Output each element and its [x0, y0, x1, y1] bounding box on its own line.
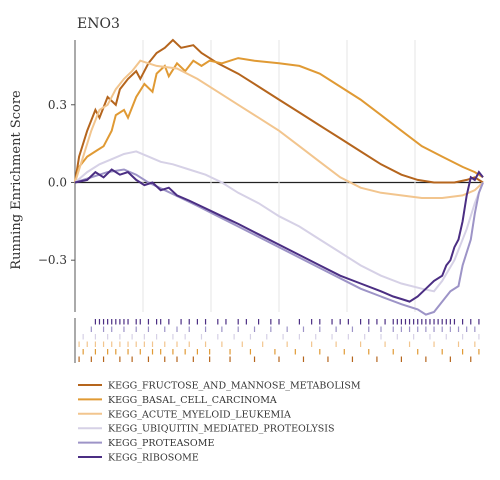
series-line-kegg-fructose-and-mannose-metabolism: [74, 38, 484, 184]
y-tick-label: 0.3: [48, 98, 67, 112]
series-line-kegg-basal-cell-carcinoma: [74, 57, 484, 183]
legend: KEGG_FRUCTOSE_AND_MANNOSE_METABOLISM KEGG…: [78, 381, 361, 464]
series-line-kegg-ubiquitin-mediated-proteolysis: [74, 150, 484, 293]
series-line-kegg-proteasome: [74, 168, 484, 316]
y-tick-label: −0.3: [38, 253, 67, 267]
series-line-kegg-acute-myeloid-leukemia: [74, 59, 484, 199]
legend-label: KEGG_ACUTE_MYELOID_LEUKEMIA: [108, 409, 291, 420]
legend-label: KEGG_PROTEASOME: [108, 438, 214, 449]
legend-label: KEGG_FRUCTOSE_AND_MANNOSE_METABOLISM: [108, 381, 361, 392]
y-axis-label: Running Enrichment Score: [9, 90, 24, 270]
y-tick-label: 0.0: [48, 175, 67, 189]
legend-label: KEGG_UBIQUITIN_MEDIATED_PROTEOLYSIS: [108, 424, 335, 435]
chart-title: ENO3: [77, 16, 120, 32]
series-line-kegg-ribosome: [74, 168, 484, 303]
y-axis: −0.3 0.0 0.3: [38, 98, 75, 267]
legend-label: KEGG_BASAL_CELL_CARCINOMA: [108, 395, 277, 406]
rug-plot: [74, 318, 480, 363]
legend-label: KEGG_RIBOSOME: [108, 453, 199, 464]
series-lines: [74, 38, 484, 316]
